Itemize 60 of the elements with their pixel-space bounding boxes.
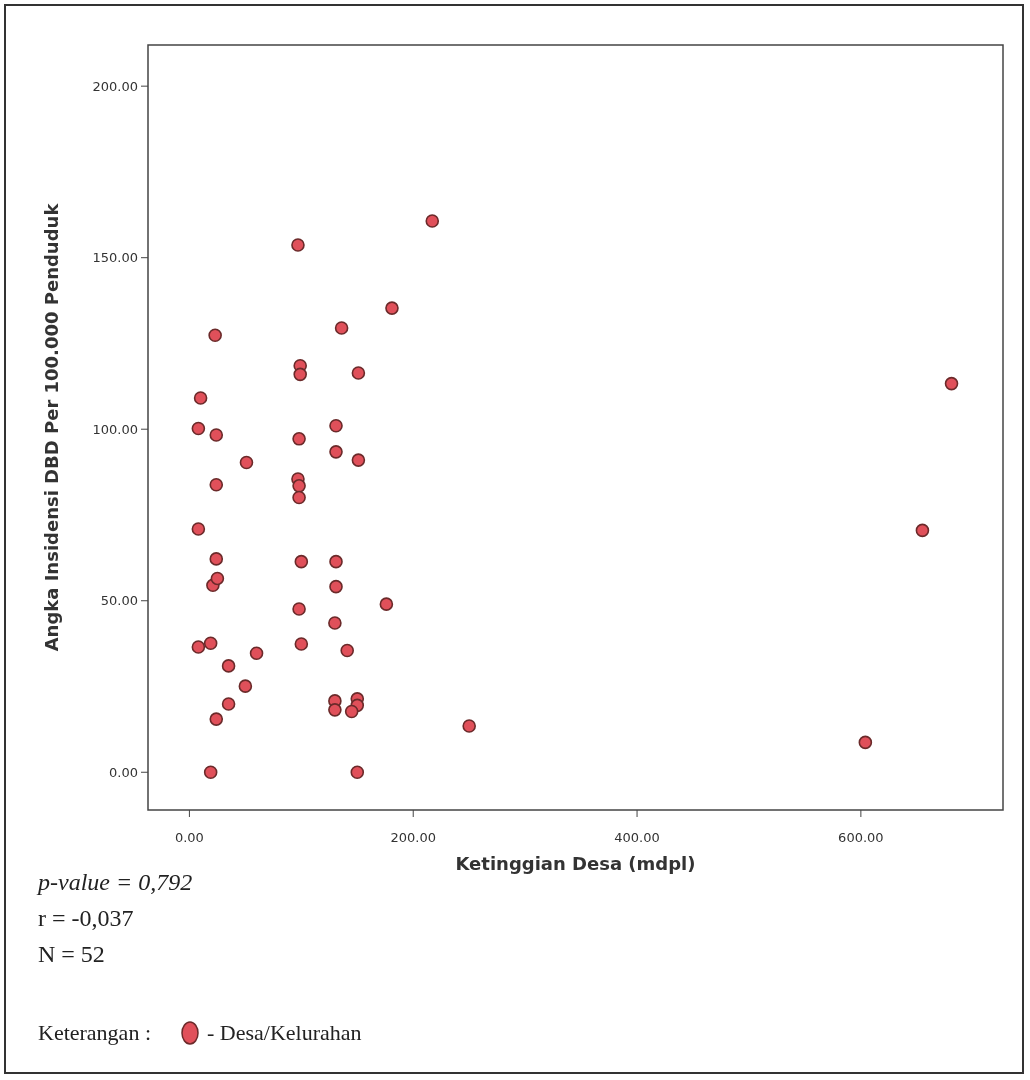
x-axis-title: Ketinggian Desa (mdpl) (455, 853, 696, 874)
legend-label: - Desa/Kelurahan (207, 1020, 362, 1045)
point (294, 554, 309, 569)
point (209, 552, 224, 566)
point (462, 719, 476, 733)
point (351, 366, 366, 380)
y-axis-title: Angka Insidensi DBD Per 100.000 Penduduk (41, 202, 62, 652)
x-tick-label: 200.00 (390, 830, 436, 845)
point (191, 640, 206, 654)
y-tick-label: 50.00 (100, 593, 138, 609)
text: r = -0,037 (38, 905, 134, 931)
point (944, 376, 959, 391)
point (329, 419, 343, 433)
point (329, 445, 343, 459)
point (328, 703, 342, 717)
point (293, 367, 307, 382)
point (193, 391, 208, 405)
point (328, 616, 342, 630)
point (379, 597, 394, 611)
text: N = 52 (38, 941, 105, 967)
point (425, 214, 440, 228)
x-tick-label: 600.00 (838, 830, 884, 845)
point (203, 636, 218, 651)
y-tick-label: 100.00 (92, 421, 138, 437)
point (329, 554, 343, 569)
y-tick-label: 200.00 (92, 78, 138, 94)
point (209, 712, 224, 726)
point (334, 321, 349, 335)
point (221, 697, 236, 711)
point (209, 478, 224, 492)
point (191, 522, 206, 536)
point (329, 579, 343, 594)
point (203, 765, 218, 780)
point (292, 602, 306, 616)
point (292, 479, 306, 493)
point (209, 428, 224, 442)
point (292, 490, 306, 505)
point (249, 646, 264, 661)
point (208, 328, 222, 343)
point (351, 453, 366, 467)
point (294, 637, 309, 651)
text: p-value = 0,792 (36, 869, 193, 895)
y-tick-label: 150.00 (92, 250, 138, 266)
point (385, 301, 399, 315)
x-tick-label: 400.00 (614, 830, 660, 845)
point (221, 659, 236, 673)
point (291, 238, 305, 252)
point (292, 432, 306, 446)
y-tick-label: 0.00 (109, 764, 138, 780)
point (238, 679, 253, 693)
x-tick-label: 0.00 (174, 830, 204, 845)
point (350, 765, 365, 780)
point (340, 643, 354, 658)
point (191, 421, 206, 436)
point (858, 735, 873, 750)
point (210, 571, 225, 586)
point (344, 704, 359, 719)
legend-title: Keterangan : (38, 1020, 151, 1045)
point (239, 455, 254, 470)
point (915, 523, 930, 538)
